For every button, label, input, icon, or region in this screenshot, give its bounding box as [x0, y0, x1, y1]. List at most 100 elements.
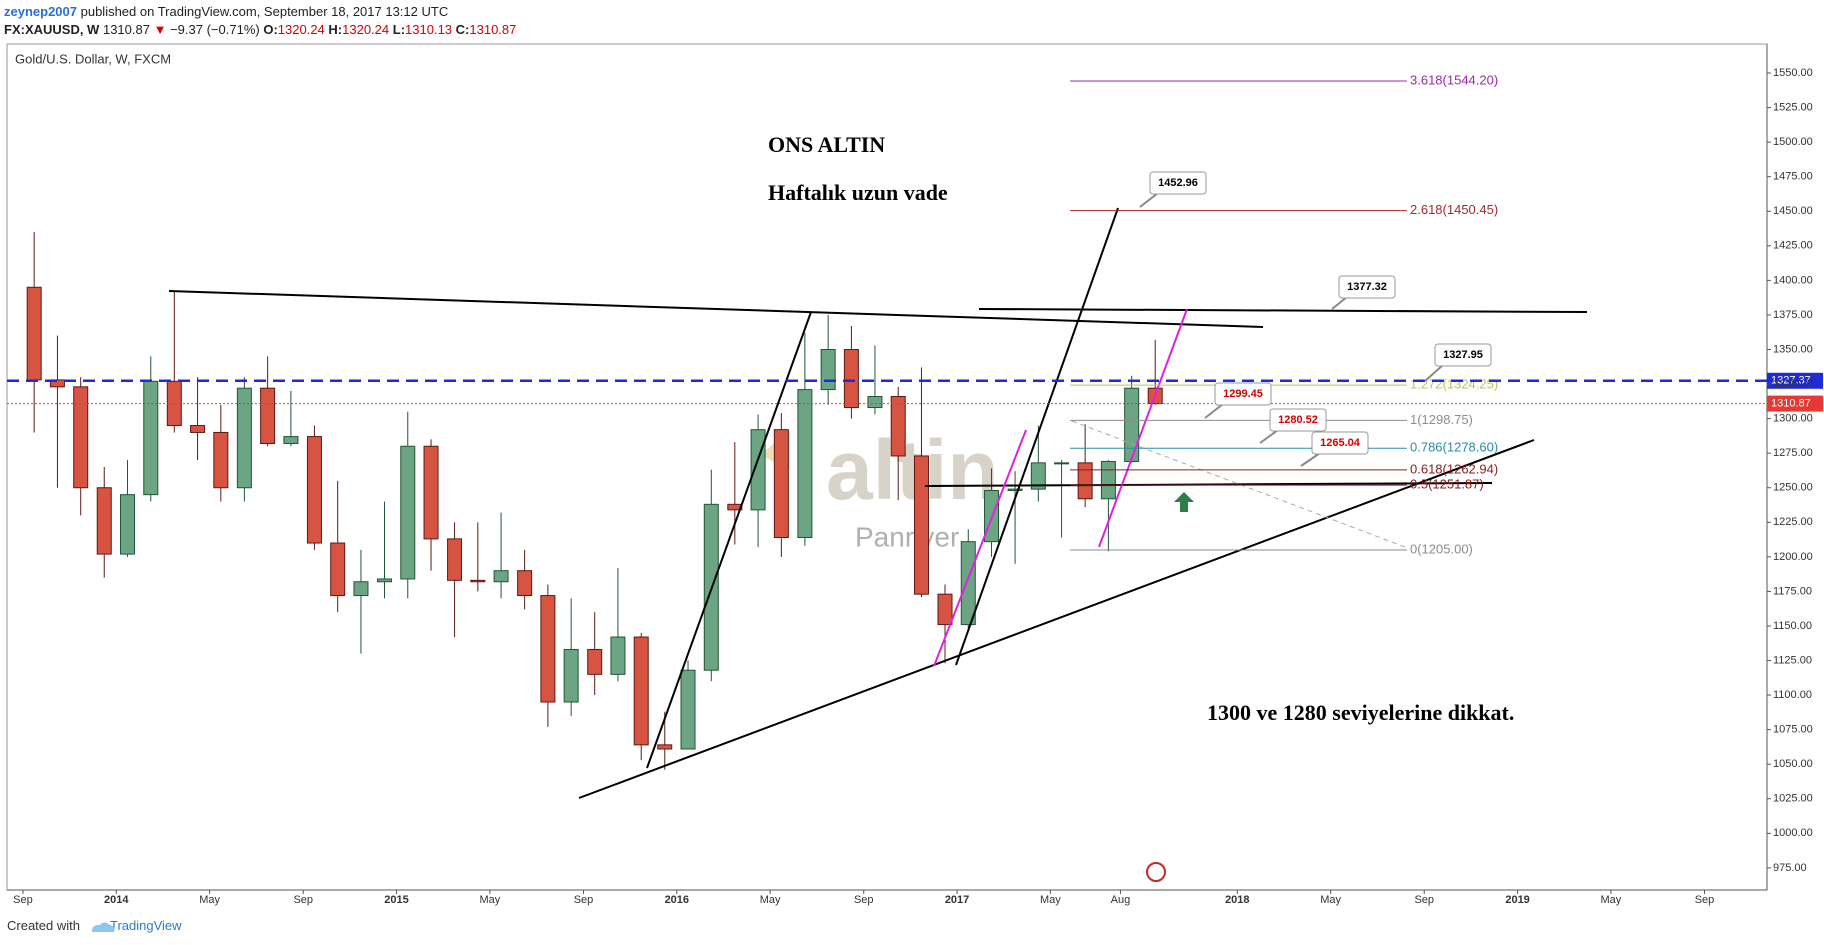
- callout-pointer: [1139, 192, 1159, 208]
- y-tick-label: 1400.00: [1773, 274, 1813, 286]
- fib-label: 1(1298.75): [1410, 412, 1473, 427]
- x-tick-label: 2014: [104, 894, 129, 906]
- x-tick-label: May: [199, 894, 220, 906]
- user[interactable]: zeynep2007: [4, 4, 77, 19]
- h-label: H:: [328, 22, 343, 37]
- callout-box: [1338, 275, 1396, 299]
- fib-label: 3.618(1544.20): [1410, 72, 1498, 87]
- price-tag: [1767, 395, 1823, 412]
- candle-body: [843, 349, 859, 409]
- x-tick-label: Sep: [293, 894, 313, 906]
- brand-logo: [92, 922, 115, 932]
- annotation: Haftalık uzun vade: [768, 180, 948, 205]
- candle-body: [377, 578, 393, 583]
- y-tick-label: 1550.00: [1773, 67, 1813, 79]
- x-tick-label: Sep: [574, 894, 594, 906]
- high: 1320.24: [342, 22, 390, 37]
- x-tick-label: May: [479, 894, 500, 906]
- brand[interactable]: TradingView: [109, 918, 182, 933]
- callout-box: [1149, 171, 1207, 195]
- price-lines: 1327.37 1310.87: [7, 372, 1823, 412]
- event-icon[interactable]: [1146, 862, 1166, 882]
- y-tick-label: 1075.00: [1773, 724, 1813, 736]
- candle-body: [120, 494, 136, 555]
- y-tick-label: 1050.00: [1773, 758, 1813, 770]
- y-tick-label: 1375.00: [1773, 309, 1813, 321]
- x-tick-label: May: [1040, 894, 1061, 906]
- candle-body: [306, 436, 322, 544]
- y-tick-label: 1025.00: [1773, 793, 1813, 805]
- x-tick-label: 2018: [1225, 894, 1249, 906]
- candle-body: [283, 436, 299, 444]
- candle-body: [1100, 460, 1116, 500]
- fib-label: 0(1205.00): [1410, 541, 1473, 556]
- candle-body: [1077, 462, 1093, 500]
- candle-body: [353, 581, 369, 597]
- candle-body: [96, 487, 112, 555]
- y-tick-label: 1275.00: [1773, 447, 1813, 459]
- l-label: L:: [392, 22, 406, 37]
- y-tick-label: 1175.00: [1773, 585, 1812, 597]
- axes: 975.00 1000.00 1025.00 1050.00 1075.00 1100.0…: [13, 67, 1813, 906]
- y-tick-label: 1300.00: [1773, 413, 1813, 425]
- o-label: O:: [263, 22, 278, 37]
- callouts: 1452.96 1377.32 1327.95 1299.45 1280.521265.…: [1139, 171, 1492, 467]
- watermark: altin: [826, 423, 999, 517]
- candle-body: [1030, 462, 1046, 490]
- pane: [6, 43, 1768, 891]
- pane-title: Gold/U.S. Dollar, W, FXCM: [15, 51, 171, 66]
- candle-body: [563, 648, 579, 703]
- y-tick-label: 1150.00: [1773, 620, 1812, 632]
- candle-body: [1054, 462, 1070, 465]
- callout-pointer: [1300, 452, 1321, 467]
- price-tag-label: 1327.37: [1771, 375, 1811, 387]
- y-tick-label: 1525.00: [1773, 101, 1813, 113]
- candle-body: [937, 593, 953, 626]
- trendline: [646, 311, 812, 769]
- callout-pointer: [1424, 364, 1444, 382]
- close: 1310.87: [469, 22, 517, 37]
- trendline: [168, 290, 1264, 328]
- callout-box: [1311, 431, 1369, 455]
- created: Created with: [7, 918, 80, 933]
- x-tick-label: Sep: [1695, 894, 1715, 906]
- y-tick-label: 1325.00: [1773, 378, 1813, 390]
- candle-body: [49, 379, 65, 388]
- callout-label: 1377.32: [1347, 281, 1387, 293]
- x-tick-label: 2017: [945, 894, 969, 906]
- fib-label: 0.786(1278.60): [1410, 440, 1498, 455]
- y-tick-label: 1000.00: [1773, 827, 1813, 839]
- candle-body: [493, 570, 509, 583]
- trendline: [955, 207, 1119, 666]
- publish-line: zeynep2007 published on TradingView.com,…: [4, 3, 516, 21]
- x-tick-label: May: [760, 894, 781, 906]
- candle-body: [423, 445, 439, 540]
- candle-body: [143, 380, 159, 496]
- callout-label: 1327.95: [1443, 349, 1483, 361]
- candle-body: [260, 387, 276, 444]
- y-tick-label: 1250.00: [1773, 482, 1813, 494]
- callout-pointer: [1331, 296, 1348, 310]
- candle-body: [73, 386, 89, 489]
- callout-box: [1214, 382, 1272, 406]
- candle-body: [213, 431, 229, 489]
- candle-body: [633, 636, 649, 746]
- fib-label: 2.618(1450.45): [1410, 202, 1498, 217]
- x-tick-label: May: [1320, 894, 1341, 906]
- y-tick-label: 1200.00: [1773, 551, 1813, 563]
- footer: Created with TradingView: [7, 918, 182, 933]
- candle-body: [1007, 488, 1023, 491]
- candle-body: [913, 455, 929, 595]
- y-tick-label: 1500.00: [1773, 136, 1813, 148]
- trendline: [1098, 308, 1188, 548]
- candle-body: [26, 286, 42, 381]
- callout-label: 1280.52: [1278, 414, 1318, 426]
- annotation: 1300 ve 1280 seviyelerine dikkat.: [1207, 700, 1514, 725]
- x-tick-label: Aug: [1111, 894, 1131, 906]
- watermark-sub: Panriver: [855, 521, 959, 552]
- open: 1320.24: [277, 22, 325, 37]
- x-tick-label: 2019: [1505, 894, 1529, 906]
- y-tick-label: 1450.00: [1773, 205, 1813, 217]
- drawings: [168, 207, 1588, 799]
- candle-body: [1124, 387, 1140, 462]
